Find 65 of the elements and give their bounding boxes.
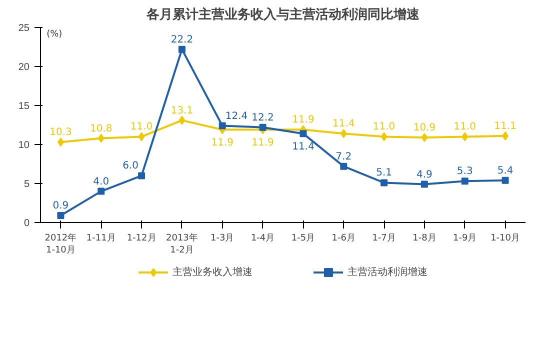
data-label: 11.0 <box>372 122 396 133</box>
point <box>421 132 428 142</box>
x-tick-label: 1-6月 <box>332 234 356 244</box>
data-label: 10.9 <box>413 122 436 134</box>
y-tick-label: 0 <box>24 218 30 229</box>
x-tick-label: 1-8月 <box>412 234 436 244</box>
y-tick-label: 15 <box>18 101 30 112</box>
x-tick-label: 1-5月 <box>291 234 316 244</box>
legend-label: 主营业务收入增速 <box>172 266 252 279</box>
data-label: 10.8 <box>90 123 112 134</box>
point <box>461 178 468 185</box>
data-label: 22.2 <box>170 34 194 46</box>
x-tick-label: 2012年 1-10月 <box>44 232 77 256</box>
y-tick-label: 5 <box>24 179 30 190</box>
data-label: 11.4 <box>292 142 314 153</box>
point <box>380 132 388 142</box>
point <box>98 134 104 143</box>
point <box>259 124 266 131</box>
data-label: 11.0 <box>454 122 476 133</box>
y-axis-title: (%) <box>46 30 62 40</box>
point <box>178 116 186 125</box>
x-tick-label: 1-10月 <box>490 234 520 244</box>
point <box>420 180 428 188</box>
data-label: 5.1 <box>376 168 392 179</box>
data-label: 6.0 <box>122 160 139 172</box>
data-label: 5.4 <box>497 165 514 176</box>
data-label: 4.9 <box>416 169 432 180</box>
point <box>340 129 347 138</box>
point <box>98 188 105 195</box>
point <box>138 172 146 180</box>
data-label: 11.0 <box>130 122 153 133</box>
data-label: 11.9 <box>211 138 234 149</box>
y-tick-label: 25 <box>18 23 30 34</box>
x-tick-label: 1-7月 <box>372 234 396 244</box>
data-label: 10.3 <box>50 127 72 138</box>
x-tick-label: 1-4月 <box>250 234 275 244</box>
data-label: 12.4 <box>225 110 248 122</box>
x-tick-label: 2013年 1-2月 <box>166 232 198 256</box>
data-label: 5.3 <box>456 166 473 178</box>
x-tick-label: 1-3月 <box>210 234 234 244</box>
data-label: 7.2 <box>336 151 352 162</box>
point <box>57 212 64 219</box>
point <box>218 122 226 130</box>
chart-title: 各月累计主营业务收入与主营活动利润同比增速 <box>146 6 420 22</box>
data-label: 11.9 <box>292 114 314 126</box>
data-label: 4.0 <box>93 176 110 188</box>
point <box>462 132 468 142</box>
data-label: 11.1 <box>494 120 516 132</box>
data-label: 13.1 <box>170 105 194 116</box>
x-tick-label: 1-9月 <box>453 234 477 244</box>
x-tick-label: 1-12月 <box>126 234 156 244</box>
point <box>300 130 307 138</box>
data-label: 11.9 <box>252 138 274 149</box>
y-tick-label: 10 <box>18 140 30 151</box>
legend-label: 主营活动利润增速 <box>348 266 428 279</box>
data-label: 11.4 <box>332 118 355 130</box>
point <box>178 46 186 53</box>
data-label: 0.9 <box>52 200 69 212</box>
data-label: 12.2 <box>252 112 274 124</box>
point <box>138 132 145 142</box>
point <box>340 162 348 170</box>
x-tick-label: 1-11月 <box>86 234 116 244</box>
y-tick-label: 20 <box>18 62 30 73</box>
point <box>380 179 388 186</box>
point <box>502 176 509 184</box>
